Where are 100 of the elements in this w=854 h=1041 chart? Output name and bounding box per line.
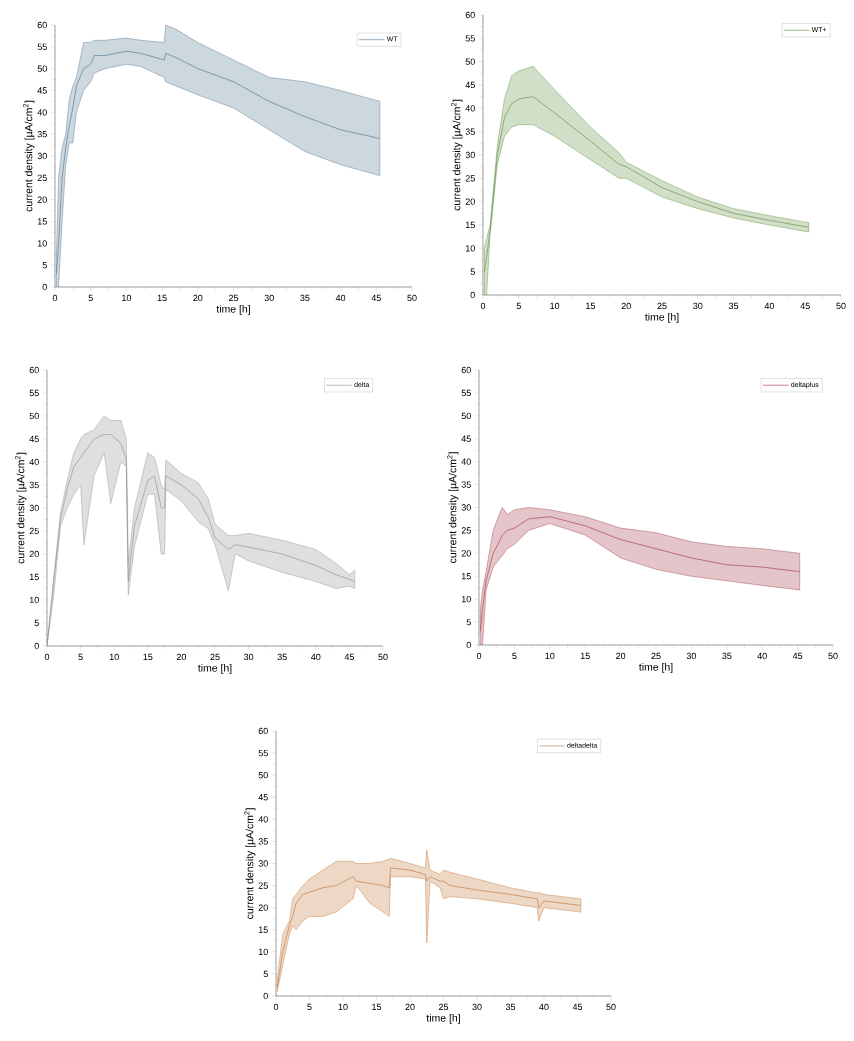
y-tick-label: 10 [258,948,268,956]
x-tick-label: 45 [344,653,355,661]
x-tick-label: 15 [143,653,153,661]
x-axis-title: time [h] [198,663,232,674]
x-tick-label: 45 [371,294,381,302]
y-tick-label: 20 [29,550,39,558]
y-axis-title: current density [µA/cm$^{2}$] [15,452,27,564]
x-axis-title: time [h] [639,662,673,673]
y-tick-label: 20 [37,196,47,203]
x-tick-label: 35 [728,302,739,310]
y-tick-label: 5 [34,619,39,627]
y-tick-label: 60 [37,21,47,29]
y-tick-label: 10 [29,596,39,604]
y-tick-label: 55 [461,389,471,397]
y-tick-label: 45 [29,435,39,443]
x-tick-label: 10 [338,1003,348,1011]
x-tick-label: 20 [193,294,203,302]
y-tick-label: 50 [29,412,39,420]
x-tick-label: 30 [686,652,697,660]
y-tick-label: 40 [465,105,475,112]
y-tick-label: 50 [258,771,268,779]
x-tick-label: 35 [505,1003,516,1011]
y-tick-label: 35 [37,130,47,138]
y-tick-label: 30 [37,152,47,160]
y-tick-label: 40 [461,458,471,465]
x-tick-label: 15 [586,302,596,310]
x-tick-label: 25 [210,653,220,661]
y-tick-label: 25 [29,527,39,535]
x-axis-title: time [h] [645,312,679,323]
y-tick-label: 0 [263,992,268,1000]
x-tick-label: 25 [651,652,661,660]
x-tick-label: 25 [228,294,239,302]
y-tick-label: 35 [258,838,268,845]
y-tick-label: 5 [470,268,475,275]
y-tick-label: 40 [258,816,268,823]
x-axis-title: time [h] [426,1013,460,1024]
y-tick-label: 60 [29,366,39,374]
x-tick-label: 40 [764,302,775,310]
y-tick-label: 45 [461,435,471,442]
y-tick-label: 50 [465,58,475,65]
y-tick-label: 30 [461,504,471,511]
x-tick-label: 45 [792,652,803,660]
y-tick-label: 5 [263,970,268,978]
y-tick-label: 5 [42,262,47,269]
x-tick-label: 40 [335,294,346,302]
x-tick-label: 0 [476,652,482,660]
y-tick-label: 20 [258,904,268,911]
y-tick-label: 50 [37,65,47,72]
y-tick-label: 20 [465,198,475,205]
y-tick-label: 40 [29,458,39,466]
y-tick-label: 35 [461,481,471,488]
x-tick-label: 0 [480,302,486,310]
y-tick-label: 25 [465,175,475,182]
x-tick-label: 5 [78,653,83,661]
y-tick-label: 45 [258,794,268,801]
y-tick-label: 0 [466,641,471,649]
x-tick-label: 50 [836,302,846,310]
y-tick-label: 30 [29,504,39,512]
x-tick-label: 35 [300,294,310,302]
y-tick-label: 30 [465,151,475,159]
x-tick-label: 30 [693,302,703,310]
x-tick-label: 25 [657,302,667,310]
x-tick-label: 0 [273,1003,279,1011]
x-tick-label: 40 [311,653,321,661]
y-tick-label: 30 [258,860,268,867]
x-tick-label: 10 [122,294,132,302]
x-tick-label: 20 [616,652,626,660]
y-tick-label: 55 [465,35,475,42]
y-tick-label: 45 [37,87,47,94]
y-tick-label: 60 [461,366,471,374]
y-tick-label: 15 [258,926,268,933]
y-tick-label: 45 [465,81,475,89]
y-tick-label: 25 [37,174,47,181]
y-tick-label: 60 [258,727,268,735]
x-tick-label: 20 [405,1003,415,1011]
y-axis-title: current density [µA/cm$^{2}$] [244,808,256,919]
y-tick-label: 55 [29,389,39,397]
x-tick-label: 10 [550,302,560,310]
y-tick-label: 15 [465,221,475,229]
x-tick-label: 45 [572,1003,583,1011]
x-tick-label: 50 [378,653,388,661]
x-tick-label: 20 [176,653,187,661]
y-axis-title: current density [µA/cm$^{2}$] [451,99,463,211]
y-tick-label: 10 [465,245,475,252]
y-tick-label: 25 [258,882,268,889]
y-tick-label: 60 [465,11,475,19]
y-tick-label: 35 [465,128,475,135]
x-tick-label: 25 [438,1003,449,1011]
x-tick-label: 50 [606,1003,616,1011]
y-tick-label: 15 [37,218,47,225]
y-tick-label: 15 [461,573,471,580]
y-tick-label: 15 [29,573,39,581]
y-axis-title: current density [µA/cm$^{2}$] [23,100,35,212]
y-tick-label: 25 [461,527,471,534]
x-tick-label: 15 [580,652,590,660]
x-tick-label: 35 [277,653,287,661]
x-tick-label: 0 [52,294,58,302]
y-tick-label: 20 [461,550,471,557]
x-tick-label: 40 [757,652,767,660]
x-tick-label: 10 [545,652,555,660]
